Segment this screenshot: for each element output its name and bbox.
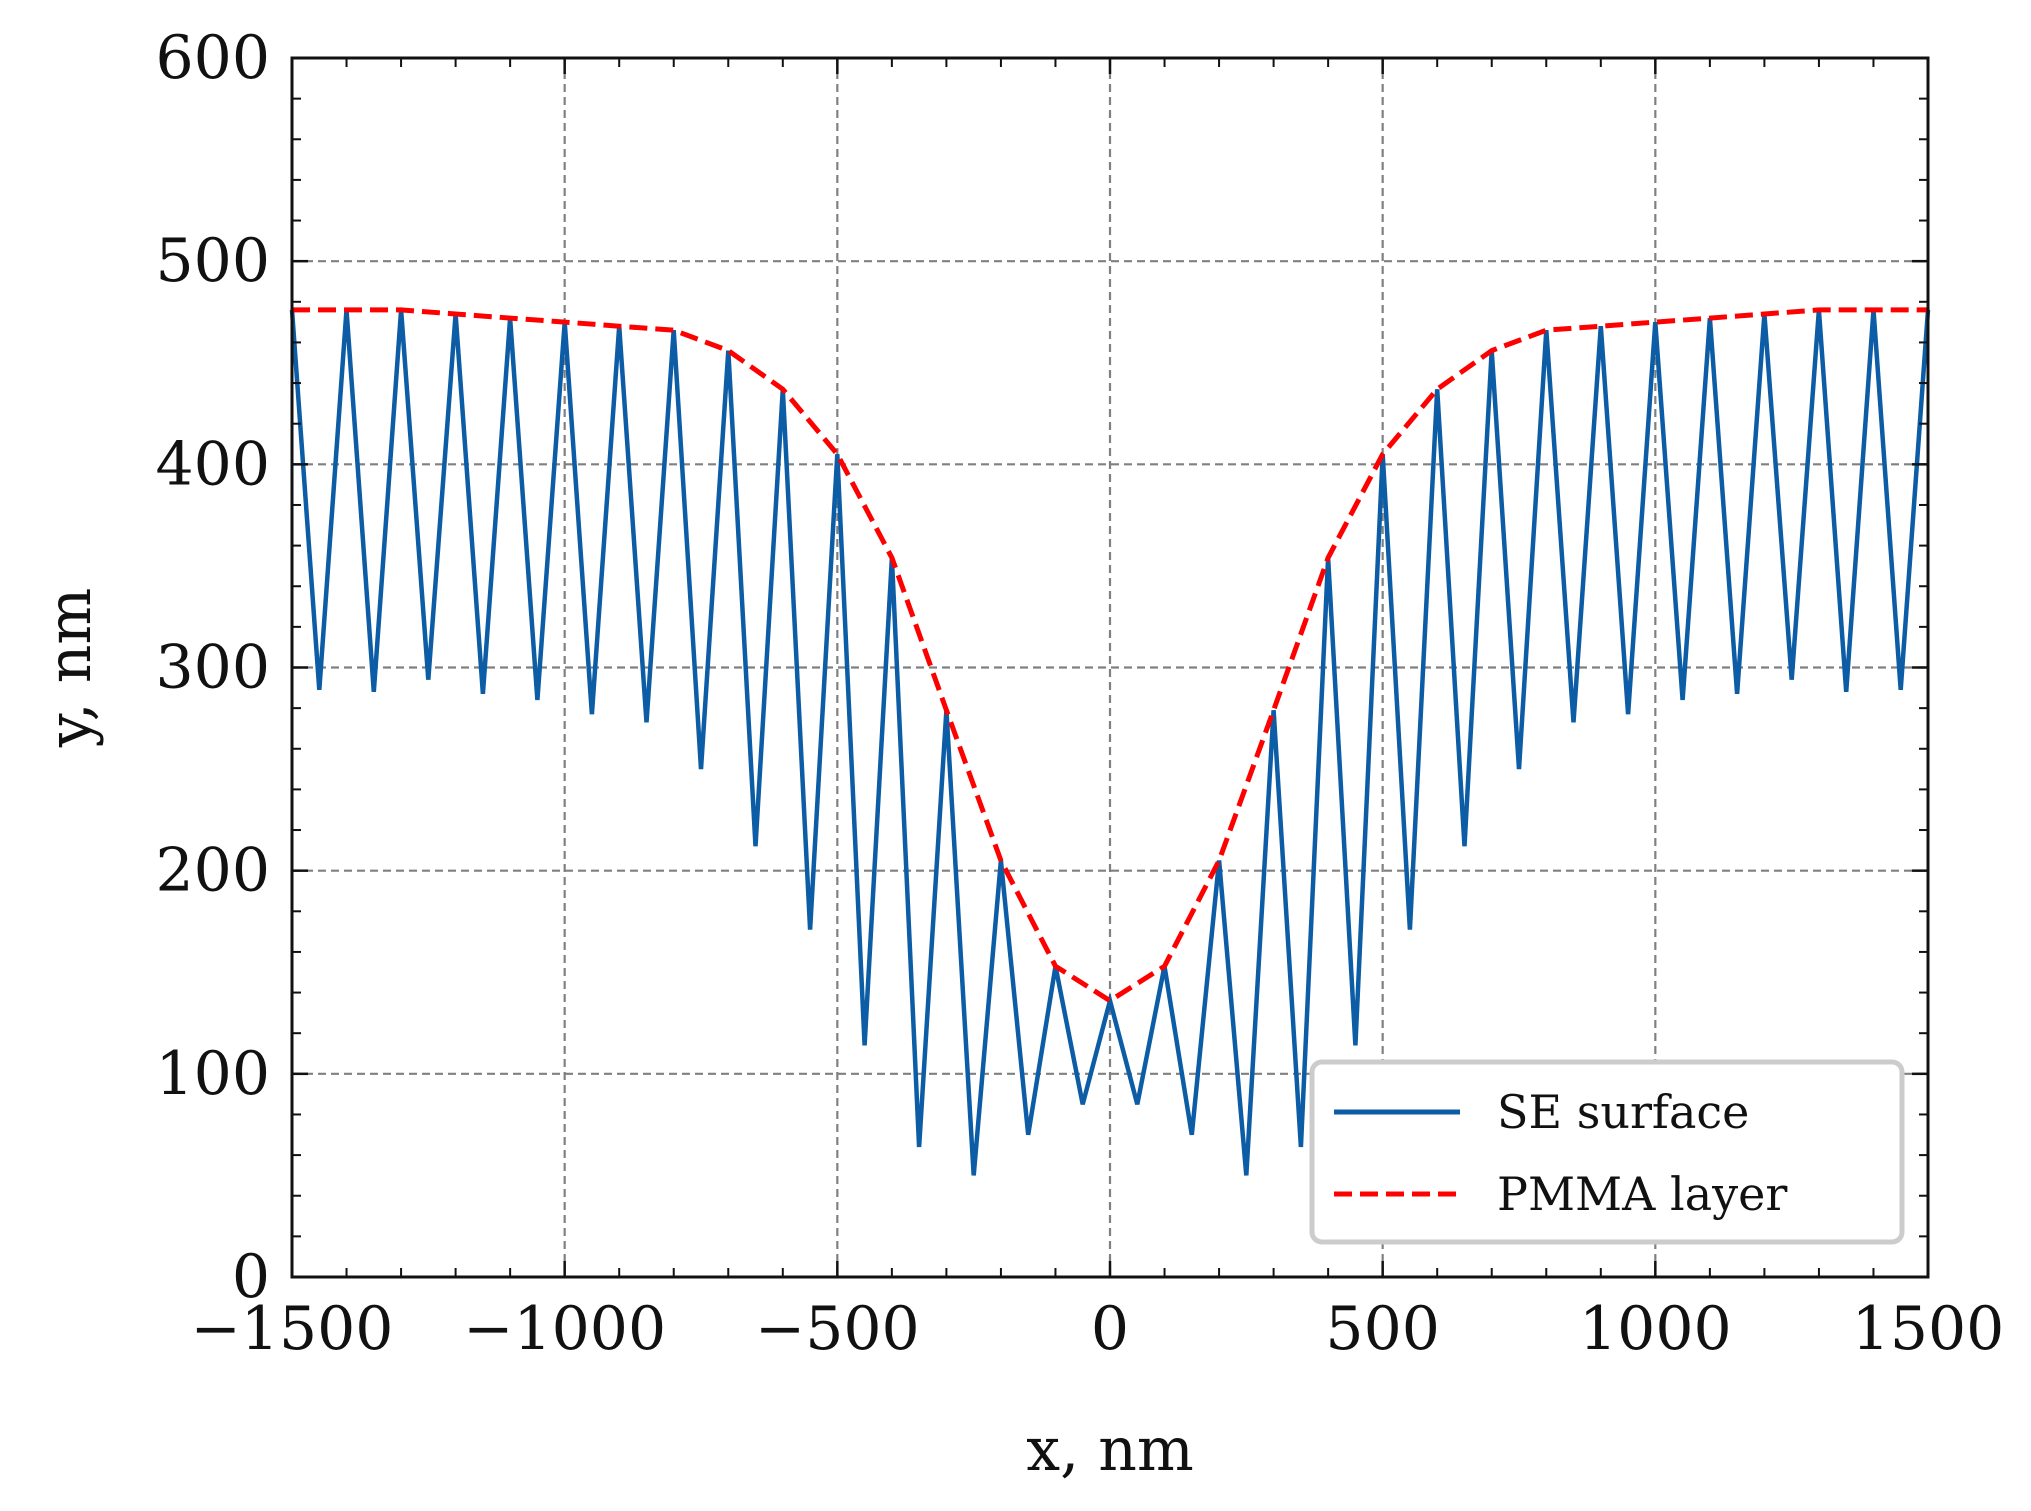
x-tick-label: −1000 <box>463 1294 666 1364</box>
y-tick-label: 600 <box>155 23 270 93</box>
x-tick-label: 1500 <box>1852 1294 2005 1364</box>
y-tick-label: 300 <box>155 633 270 703</box>
legend-label-pmma-layer: PMMA layer <box>1497 1167 1787 1221</box>
legend-label-se-surface: SE surface <box>1497 1085 1749 1139</box>
y-tick-label: 500 <box>155 226 270 296</box>
x-tick-label: 0 <box>1091 1294 1129 1364</box>
axis-tick-labels: −1500 −1000 −500 0 500 1000 1500 0 100 200 300 400 5… <box>155 23 2004 1364</box>
series-line-pmma-layer <box>292 307 1928 1004</box>
axis-ticks <box>290 56 1930 1279</box>
legend: SE surface PMMA layer <box>1309 1059 1905 1245</box>
y-tick-label: 200 <box>155 836 270 906</box>
y-tick-label: 400 <box>155 429 270 499</box>
y-tick-label: 100 <box>155 1039 270 1109</box>
x-tick-label: 1000 <box>1579 1294 1732 1364</box>
x-tick-label: −500 <box>755 1294 920 1364</box>
y-tick-label: 0 <box>232 1242 270 1312</box>
plot-series <box>289 307 1931 1176</box>
x-tick-label: 500 <box>1325 1294 1440 1364</box>
y-axis-label: y, nm <box>35 588 105 749</box>
x-tick-label: −1500 <box>191 1294 394 1364</box>
x-axis-label: x, nm <box>1026 1415 1194 1485</box>
legend-box <box>1309 1059 1905 1245</box>
